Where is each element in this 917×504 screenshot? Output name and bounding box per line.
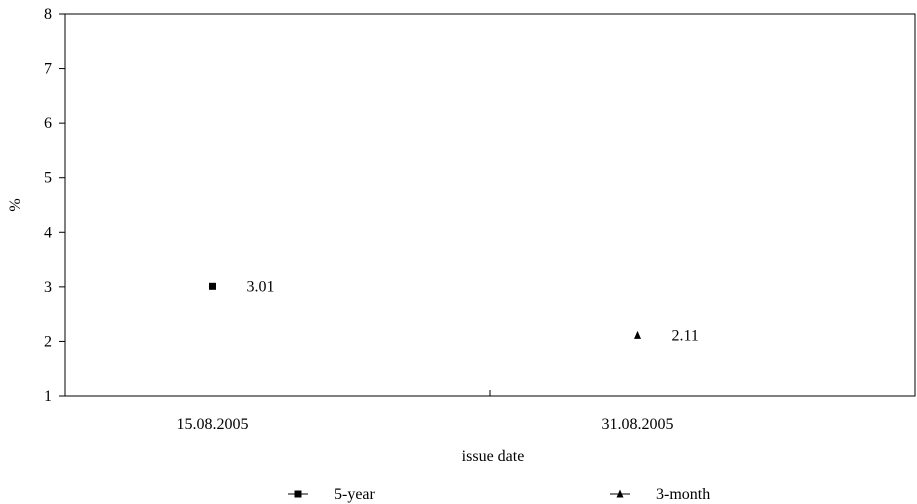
x-tick-label: 31.08.2005 <box>602 416 674 433</box>
legend-label: 3-month <box>656 486 710 503</box>
legend-marker-triangle <box>616 489 624 498</box>
legend: 5-year 3-month <box>288 486 710 503</box>
y-axis-label: % <box>7 198 24 211</box>
y-tick-label: 2 <box>44 333 52 350</box>
data-label: 3.01 <box>247 278 275 295</box>
x-axis-label: issue date <box>462 448 525 465</box>
y-tick-label: 8 <box>44 6 52 23</box>
y-axis-ticks: 1 2 3 4 5 6 7 8 <box>44 6 65 405</box>
data-marks: 3.01 2.11 <box>209 278 699 344</box>
x-axis-ticks: 15.08.2005 31.08.2005 <box>64 390 916 433</box>
y-tick-label: 4 <box>44 224 52 241</box>
y-tick-label: 7 <box>44 61 52 78</box>
y-tick-label: 5 <box>44 170 52 187</box>
legend-label: 5-year <box>334 486 376 503</box>
x-tick-label: 15.08.2005 <box>177 416 249 433</box>
data-point-triangle <box>634 330 641 339</box>
data-label: 2.11 <box>672 327 699 344</box>
data-point-square <box>209 282 216 290</box>
legend-marker-square <box>294 490 302 498</box>
y-tick-label: 3 <box>44 279 52 296</box>
y-tick-label: 1 <box>44 388 52 405</box>
plot-area <box>64 13 916 397</box>
y-tick-label: 6 <box>44 115 52 132</box>
